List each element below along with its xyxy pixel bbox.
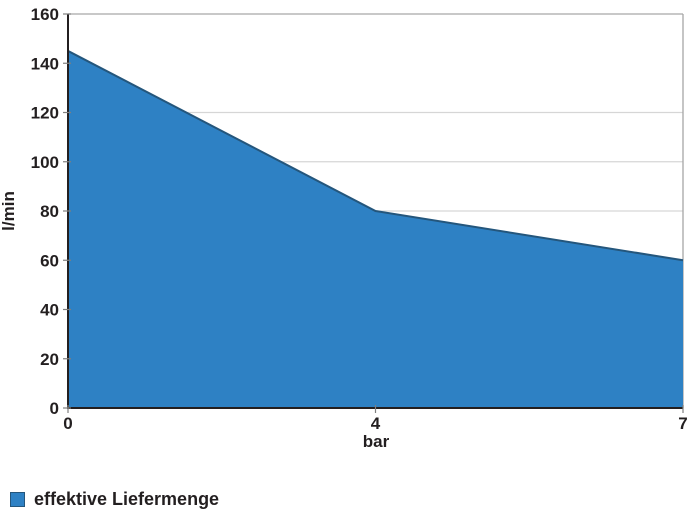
y-axis-title: l/min bbox=[0, 191, 18, 231]
y-tick-label: 0 bbox=[50, 399, 59, 418]
legend-label: effektive Liefermenge bbox=[34, 489, 220, 509]
y-tick-labels: 0 20 40 60 80 100 120 140 160 bbox=[31, 5, 59, 418]
y-tick-label: 140 bbox=[31, 54, 59, 73]
legend-swatch-icon bbox=[10, 492, 25, 507]
y-tick-label: 40 bbox=[40, 301, 59, 320]
area-series bbox=[67, 50, 684, 408]
area-chart: 0 20 40 60 80 100 120 140 160 0 4 7 l/min bar bbox=[0, 5, 688, 451]
area-fill bbox=[68, 50, 683, 408]
x-tick-label: 0 bbox=[63, 414, 72, 433]
x-tick-labels: 0 4 7 bbox=[63, 414, 687, 433]
x-tick-label: 4 bbox=[371, 414, 381, 433]
x-axis-title: bar bbox=[363, 432, 390, 451]
area-line bbox=[67, 50, 684, 262]
y-tick-label: 120 bbox=[31, 104, 59, 123]
y-tick-label: 100 bbox=[31, 153, 59, 172]
legend: effektive Liefermenge bbox=[10, 489, 219, 510]
tick-marks bbox=[63, 13, 684, 413]
y-tick-label: 60 bbox=[40, 251, 59, 270]
x-tick-label: 7 bbox=[678, 414, 687, 433]
y-tick-label: 160 bbox=[31, 5, 59, 24]
y-tick-label: 80 bbox=[40, 202, 59, 221]
y-tick-label: 20 bbox=[40, 350, 59, 369]
